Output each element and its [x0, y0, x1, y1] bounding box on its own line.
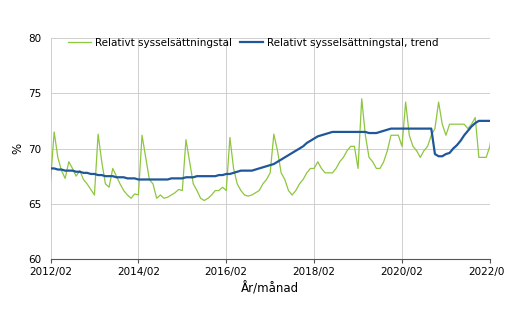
Line: Relativt sysselsättningstal, trend: Relativt sysselsättningstal, trend: [50, 100, 505, 179]
Relativt sysselsättningstal, trend: [47, 167, 54, 170]
Legend: Relativt sysselsättningstal, Relativt sysselsättningstal, trend: Relativt sysselsättningstal, Relativt sy…: [64, 33, 443, 52]
Relativt sysselsättningstal: [402, 100, 409, 104]
Relativt sysselsättningstal, trend: [165, 178, 171, 181]
Relativt sysselsättningstal, trend: [311, 137, 317, 140]
Relativt sysselsättningstal: [311, 167, 317, 170]
Y-axis label: %: %: [11, 143, 24, 154]
Relativt sysselsättningstal, trend: [135, 178, 141, 181]
Relativt sysselsättningstal, trend: [402, 127, 409, 131]
Relativt sysselsättningstal, trend: [329, 130, 335, 134]
Relativt sysselsättningstal: [201, 199, 207, 203]
Relativt sysselsättningstal: [161, 196, 167, 200]
Relativt sysselsättningstal: [476, 155, 482, 159]
Relativt sysselsättningstal, trend: [476, 119, 482, 123]
Line: Relativt sysselsättningstal: Relativt sysselsättningstal: [50, 82, 505, 201]
Relativt sysselsättningstal: [47, 180, 54, 184]
X-axis label: År/månad: År/månad: [241, 282, 299, 295]
Relativt sysselsättningstal: [329, 171, 335, 175]
